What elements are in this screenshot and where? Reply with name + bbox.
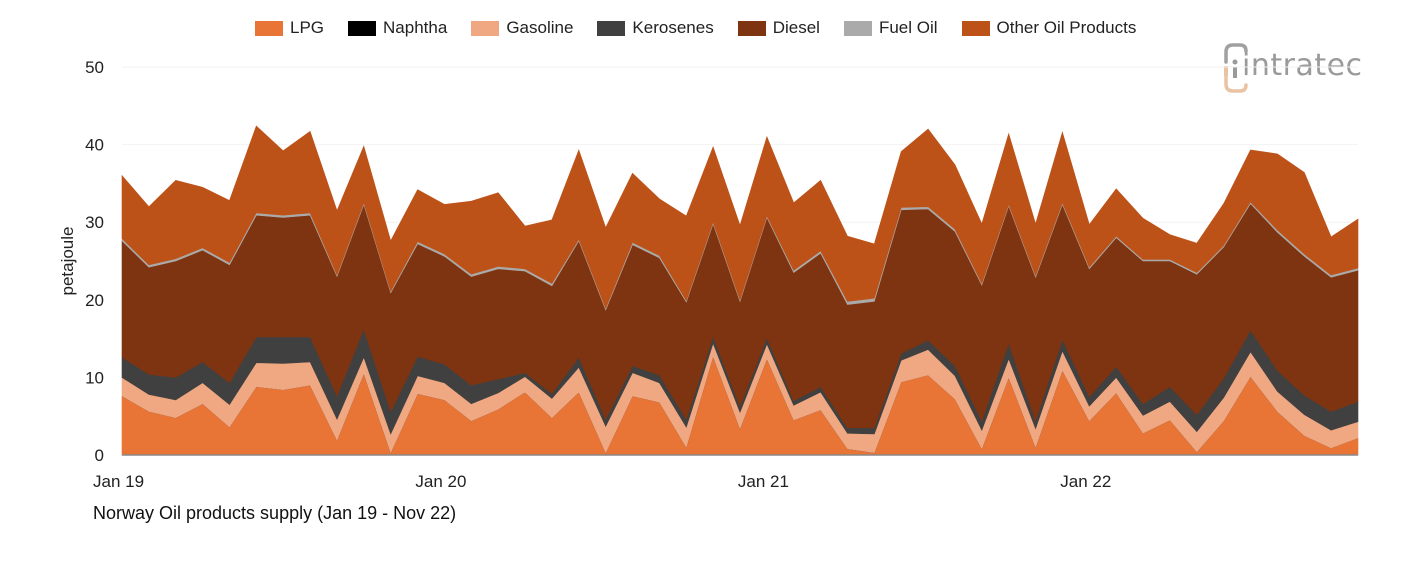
legend-item-lpg[interactable]: LPG bbox=[255, 18, 324, 38]
legend-swatch bbox=[737, 20, 766, 36]
y-tick-label: 0 bbox=[95, 446, 104, 465]
legend-item-fuel-oil[interactable]: Fuel Oil bbox=[843, 18, 938, 38]
y-tick-label: 10 bbox=[85, 368, 104, 387]
legend-label: Naphtha bbox=[383, 18, 448, 37]
legend-label: Kerosenes bbox=[632, 18, 714, 37]
legend-label: Diesel bbox=[772, 18, 820, 37]
legend-swatch bbox=[348, 20, 377, 36]
y-tick-label: 20 bbox=[85, 291, 104, 310]
intratec-logo-icon bbox=[1224, 43, 1248, 93]
chart-legend: LPG Naphtha Gasoline Kerosenes Diesel Fu… bbox=[255, 18, 1160, 38]
legend-label: Other Oil Products bbox=[996, 18, 1137, 37]
legend-swatch bbox=[961, 20, 990, 36]
legend-label: LPG bbox=[290, 18, 325, 37]
legend-label: Fuel Oil bbox=[878, 18, 938, 37]
area-series bbox=[121, 125, 1359, 456]
legend-label: Gasoline bbox=[506, 18, 574, 37]
y-axis-label: petajoule bbox=[58, 226, 77, 295]
x-tick-label: Jan 22 bbox=[1060, 472, 1111, 491]
x-tick-label: Jan 20 bbox=[415, 472, 466, 491]
legend-item-naphtha[interactable]: Naphtha bbox=[348, 18, 447, 38]
legend-item-other-oil-products[interactable]: Other Oil Products bbox=[961, 18, 1137, 38]
legend-item-diesel[interactable]: Diesel bbox=[737, 18, 820, 38]
y-axis-ticks: 0 10 20 30 40 50 bbox=[85, 58, 104, 465]
x-tick-label: Jan 21 bbox=[738, 472, 789, 491]
x-tick-label: Jan 19 bbox=[93, 472, 144, 491]
y-tick-label: 40 bbox=[85, 136, 104, 155]
intratec-logo: intratec bbox=[1220, 40, 1370, 98]
legend-swatch bbox=[255, 20, 283, 36]
legend-swatch bbox=[843, 20, 872, 36]
x-axis-ticks: Jan 19 Jan 20 Jan 21 Jan 22 bbox=[93, 472, 1111, 491]
legend-item-kerosenes[interactable]: Kerosenes bbox=[597, 18, 714, 38]
y-tick-label: 50 bbox=[85, 58, 104, 77]
legend-swatch bbox=[471, 20, 500, 36]
legend-item-gasoline[interactable]: Gasoline bbox=[471, 18, 573, 38]
y-tick-label: 30 bbox=[85, 213, 104, 232]
chart-caption: Norway Oil products supply (Jan 19 - Nov… bbox=[93, 503, 457, 523]
area-other-oil-products[interactable] bbox=[121, 125, 1359, 310]
logo-text: intratec bbox=[1242, 48, 1363, 83]
legend-swatch bbox=[597, 20, 626, 36]
